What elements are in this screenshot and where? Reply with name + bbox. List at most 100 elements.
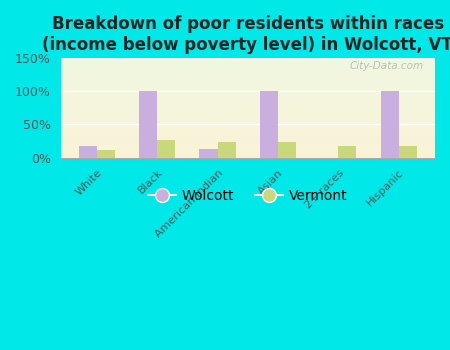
Bar <box>61 94 435 95</box>
Bar <box>61 132 435 133</box>
Bar <box>61 116 435 117</box>
Bar <box>61 130 435 131</box>
Bar <box>399 146 417 158</box>
Bar <box>61 101 435 102</box>
Bar <box>61 117 435 118</box>
Bar <box>61 120 435 121</box>
Bar <box>61 83 435 84</box>
Bar <box>61 137 435 138</box>
Legend: Wolcott, Vermont: Wolcott, Vermont <box>143 183 353 208</box>
Bar <box>61 152 435 153</box>
Bar <box>139 91 157 158</box>
Bar <box>61 110 435 111</box>
Bar <box>61 86 435 87</box>
Bar <box>61 146 435 147</box>
Bar <box>61 95 435 96</box>
Bar <box>61 145 435 146</box>
Bar <box>61 108 435 109</box>
Bar <box>61 131 435 132</box>
Bar <box>61 127 435 128</box>
Bar <box>61 85 435 86</box>
Bar <box>61 99 435 100</box>
Bar <box>61 112 435 113</box>
Title: Breakdown of poor residents within races
(income below poverty level) in Wolcott: Breakdown of poor residents within races… <box>42 15 450 54</box>
Bar <box>61 125 435 126</box>
Bar <box>218 142 236 158</box>
Bar <box>61 144 435 145</box>
Bar <box>61 60 435 61</box>
Bar <box>61 58 435 59</box>
Bar <box>61 154 435 155</box>
Bar <box>61 103 435 104</box>
Text: City-Data.com: City-Data.com <box>350 61 424 71</box>
Bar <box>61 80 435 81</box>
Bar <box>61 76 435 77</box>
Bar <box>61 72 435 73</box>
Bar <box>61 135 435 136</box>
Bar <box>61 66 435 67</box>
Bar <box>61 67 435 68</box>
Bar <box>61 133 435 134</box>
Bar <box>61 109 435 110</box>
Bar <box>61 82 435 83</box>
Bar <box>61 91 435 92</box>
Bar <box>61 139 435 140</box>
Bar <box>79 146 97 158</box>
Bar <box>157 140 176 158</box>
Bar <box>61 88 435 89</box>
Bar <box>61 138 435 139</box>
Bar <box>61 115 435 116</box>
Bar <box>61 148 435 149</box>
Bar <box>61 64 435 65</box>
Bar <box>61 81 435 82</box>
Bar <box>61 75 435 76</box>
Bar <box>61 100 435 101</box>
Bar <box>61 142 435 143</box>
Bar <box>61 114 435 115</box>
Bar <box>61 123 435 124</box>
Bar <box>278 142 296 158</box>
Bar <box>61 119 435 120</box>
Bar <box>61 121 435 122</box>
Bar <box>61 97 435 98</box>
Bar <box>61 84 435 85</box>
Bar <box>61 111 435 112</box>
Bar <box>61 73 435 74</box>
Bar <box>61 96 435 97</box>
Bar <box>61 126 435 127</box>
Bar <box>61 89 435 90</box>
Bar <box>61 147 435 148</box>
Bar <box>61 90 435 91</box>
Bar <box>61 105 435 106</box>
Bar <box>61 140 435 141</box>
Bar <box>61 77 435 78</box>
Bar <box>61 150 435 152</box>
Bar <box>61 134 435 135</box>
Bar <box>61 68 435 69</box>
Bar <box>338 146 356 158</box>
Bar <box>61 136 435 137</box>
Bar <box>61 87 435 88</box>
Bar <box>61 122 435 123</box>
Bar <box>61 79 435 80</box>
Bar <box>61 65 435 66</box>
Bar <box>61 155 435 156</box>
Bar <box>61 143 435 144</box>
Bar <box>61 141 435 142</box>
Bar <box>61 104 435 105</box>
Bar <box>61 113 435 114</box>
Bar <box>61 153 435 154</box>
Bar <box>61 69 435 70</box>
Bar <box>61 61 435 62</box>
Bar <box>61 74 435 75</box>
Bar <box>199 149 218 158</box>
Bar <box>61 106 435 107</box>
Bar <box>61 107 435 108</box>
Bar <box>61 157 435 158</box>
Bar <box>61 102 435 103</box>
Bar <box>61 63 435 64</box>
Bar <box>61 62 435 63</box>
Bar <box>61 93 435 94</box>
Bar <box>260 91 278 158</box>
Bar <box>61 71 435 72</box>
